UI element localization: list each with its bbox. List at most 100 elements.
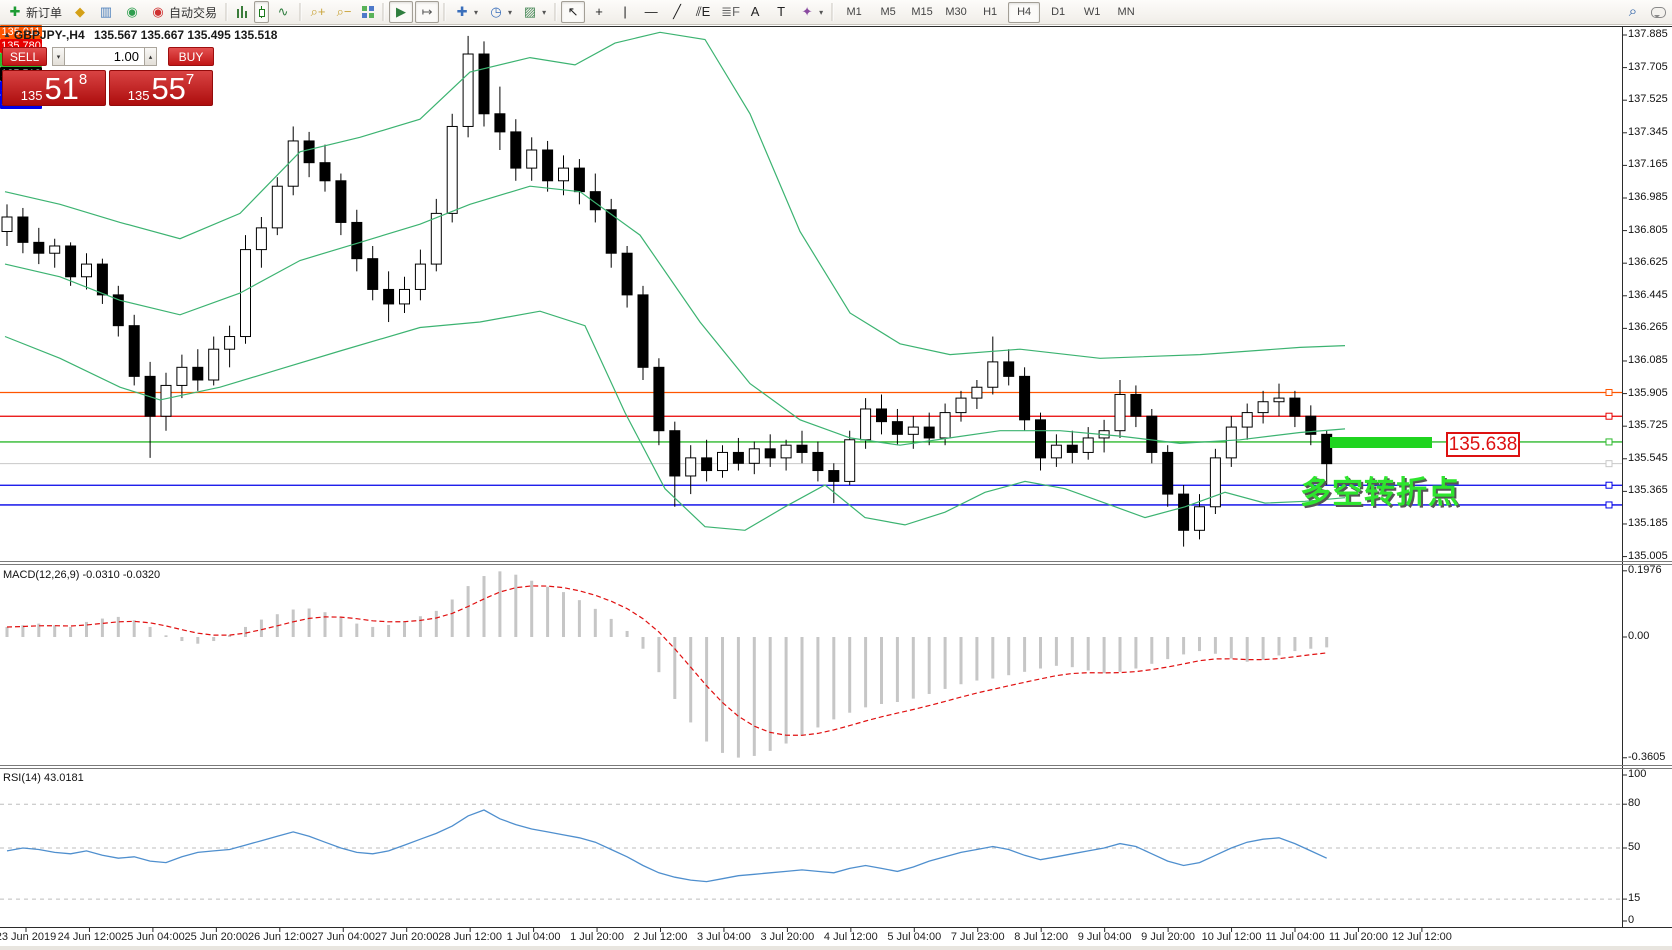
macd-pane (5, 571, 1329, 758)
buy-price-prefix: 135 (127, 88, 150, 103)
zoom-in-icon: ⌕+ (310, 4, 326, 19)
toolbar-button-label: 自动交易 (169, 5, 218, 20)
bar-chart-button[interactable] (232, 1, 252, 23)
highlight-rectangle[interactable] (1330, 437, 1432, 448)
timeframe-m5[interactable]: M5 (880, 6, 896, 18)
fibonacci-button[interactable]: ≣F (717, 1, 741, 23)
timeframe-m1[interactable]: M1 (846, 6, 862, 18)
periods-button[interactable]: ◷ ▾ (484, 1, 516, 23)
quote-ohlc: 135.567 135.667 135.495 135.518 (93, 28, 278, 42)
crosshair-icon: + (595, 4, 603, 19)
sell-price-main: 51 (44, 71, 79, 106)
quote-line: ▲ GBPJPY-,H4 135.567 135.667 135.495 135.… (3, 28, 277, 42)
text-button[interactable]: A (743, 1, 767, 23)
chart-frame (0, 26, 1672, 928)
crosshair-button[interactable]: + (587, 1, 611, 23)
price-axis-label: 137.165 (1628, 158, 1668, 171)
profiles-button[interactable]: ◆ (68, 1, 92, 23)
candlestick-chart-icon (258, 6, 266, 18)
chart-shift-button[interactable]: ↦ (415, 1, 440, 23)
buy-price-main: 55 (151, 71, 186, 106)
auto-scroll-button[interactable]: ▶ (389, 1, 414, 23)
time-axis-label: 3 Jul 04:00 (697, 931, 751, 943)
buy-price-box[interactable]: 135 55 7 (109, 70, 213, 106)
time-axis-label: 9 Jul 20:00 (1141, 931, 1196, 943)
chart-surface[interactable] (0, 25, 1672, 950)
equidistant-channel-button[interactable]: ⫽E (691, 1, 715, 23)
new-order-button-button[interactable]: ✚ 新订单 (3, 1, 66, 23)
rsi-axis-label: 15 (1628, 892, 1641, 905)
toolbar-separator (224, 3, 230, 21)
price-axis-label: 137.525 (1628, 93, 1668, 106)
cursor-button[interactable]: ↖ (561, 1, 586, 23)
rsi-indicator-label: RSI(14) 43.0181 (3, 772, 84, 784)
toolbar-right-icons: ⌕ (1625, 0, 1666, 24)
vertical-line-button[interactable]: | (613, 1, 637, 23)
zoom-in-button[interactable]: ⌕+ (306, 1, 330, 23)
trendline-button[interactable]: ╱ (665, 1, 689, 23)
time-axis-label: 28 Jun 12:00 (438, 931, 502, 943)
macd-axis-label: -0.3605 (1628, 750, 1666, 763)
chevron-down-icon[interactable]: ▾ (508, 7, 513, 17)
indicators-button[interactable]: ✚ ▾ (450, 1, 482, 23)
arrows-button[interactable]: ✦ ▾ (795, 1, 827, 23)
toolbar-separator (553, 3, 559, 21)
toolbar-separator (442, 3, 448, 21)
macd-name: MACD(12,26,9) (3, 569, 80, 581)
volume-up-button[interactable]: ▴ (144, 47, 157, 66)
macd-axis-label: 0.1976 (1628, 563, 1662, 576)
toolbar-separator (830, 3, 836, 21)
market-watch-button[interactable]: ▥ (94, 1, 118, 23)
volume-input[interactable] (64, 47, 145, 66)
sell-price-box[interactable]: 135 51 8 (2, 70, 106, 106)
line-chart-button[interactable]: ∿ (271, 1, 295, 23)
chevron-down-icon[interactable]: ▾ (819, 7, 824, 17)
panel-collapse-icon[interactable]: ▲ (3, 30, 11, 39)
templates-button[interactable]: ▨ ▾ (518, 1, 550, 23)
macd-indicator-label: MACD(12,26,9) -0.0310 -0.0320 (3, 569, 160, 581)
timeframe-h4[interactable]: H4 (1008, 1, 1041, 23)
price-line-label-135911: 135.911 (0, 25, 42, 39)
price-axis-label: 136.985 (1628, 190, 1668, 203)
toolbar-button-label: 新订单 (26, 5, 63, 20)
tile-windows-button[interactable] (358, 1, 378, 23)
horizontal-line-button[interactable]: — (639, 1, 663, 23)
timeframe-h1[interactable]: H1 (983, 6, 998, 18)
buy-button[interactable]: BUY (168, 47, 214, 66)
trendline-icon: ╱ (673, 4, 681, 19)
price-axis-label: 136.265 (1628, 321, 1668, 334)
chat-icon[interactable] (1651, 6, 1666, 18)
timeframe-d1[interactable]: D1 (1051, 6, 1066, 18)
timeframe-mn[interactable]: MN (1117, 6, 1135, 18)
macd-value: -0.0310 (82, 569, 120, 581)
axis-ticks (25, 34, 1627, 932)
navigator-button[interactable]: ◉ (120, 1, 144, 23)
timeframe-m15[interactable]: M15 (911, 6, 933, 18)
price-axis-label: 135.905 (1628, 386, 1668, 399)
rsi-axis-label: 50 (1628, 841, 1641, 853)
chevron-down-icon[interactable]: ▾ (542, 7, 547, 17)
candlestick-chart-button[interactable] (254, 1, 270, 23)
chart-window[interactable]: 137.885 137.705 137.525 137.345 137.165 136.9… (0, 25, 1672, 950)
zoom-out-button[interactable]: ⌕− (332, 1, 356, 23)
timeframe-m30[interactable]: M30 (945, 6, 967, 18)
time-axis-label: 5 Jul 04:00 (887, 931, 942, 943)
time-axis-label: 11 Jul 04:00 (1265, 931, 1325, 943)
sell-button[interactable]: SELL (2, 47, 47, 66)
cursor-icon: ↖ (567, 4, 579, 19)
auto-trading-button-button[interactable]: ◉ 自动交易 (146, 1, 221, 23)
rsi-value: 43.0181 (43, 772, 84, 784)
symbol-period: GBPJPY-,H4 (13, 28, 85, 42)
tile-windows-icon (362, 6, 375, 18)
text-label-button[interactable]: T (769, 1, 793, 23)
annotation-text[interactable]: 多空转折点 (1300, 475, 1460, 510)
time-axis-label: 10 Jul 12:00 (1201, 931, 1262, 943)
price-axis-label: 136.625 (1628, 256, 1668, 269)
search-icon[interactable]: ⌕ (1628, 3, 1638, 20)
price-axis-label: 137.705 (1628, 60, 1668, 73)
price-tag[interactable]: 135.638 (1446, 432, 1520, 457)
time-axis-label: 12 Jul 12:00 (1391, 931, 1452, 943)
chevron-down-icon[interactable]: ▾ (474, 7, 479, 17)
timeframe-w1[interactable]: W1 (1083, 6, 1101, 18)
